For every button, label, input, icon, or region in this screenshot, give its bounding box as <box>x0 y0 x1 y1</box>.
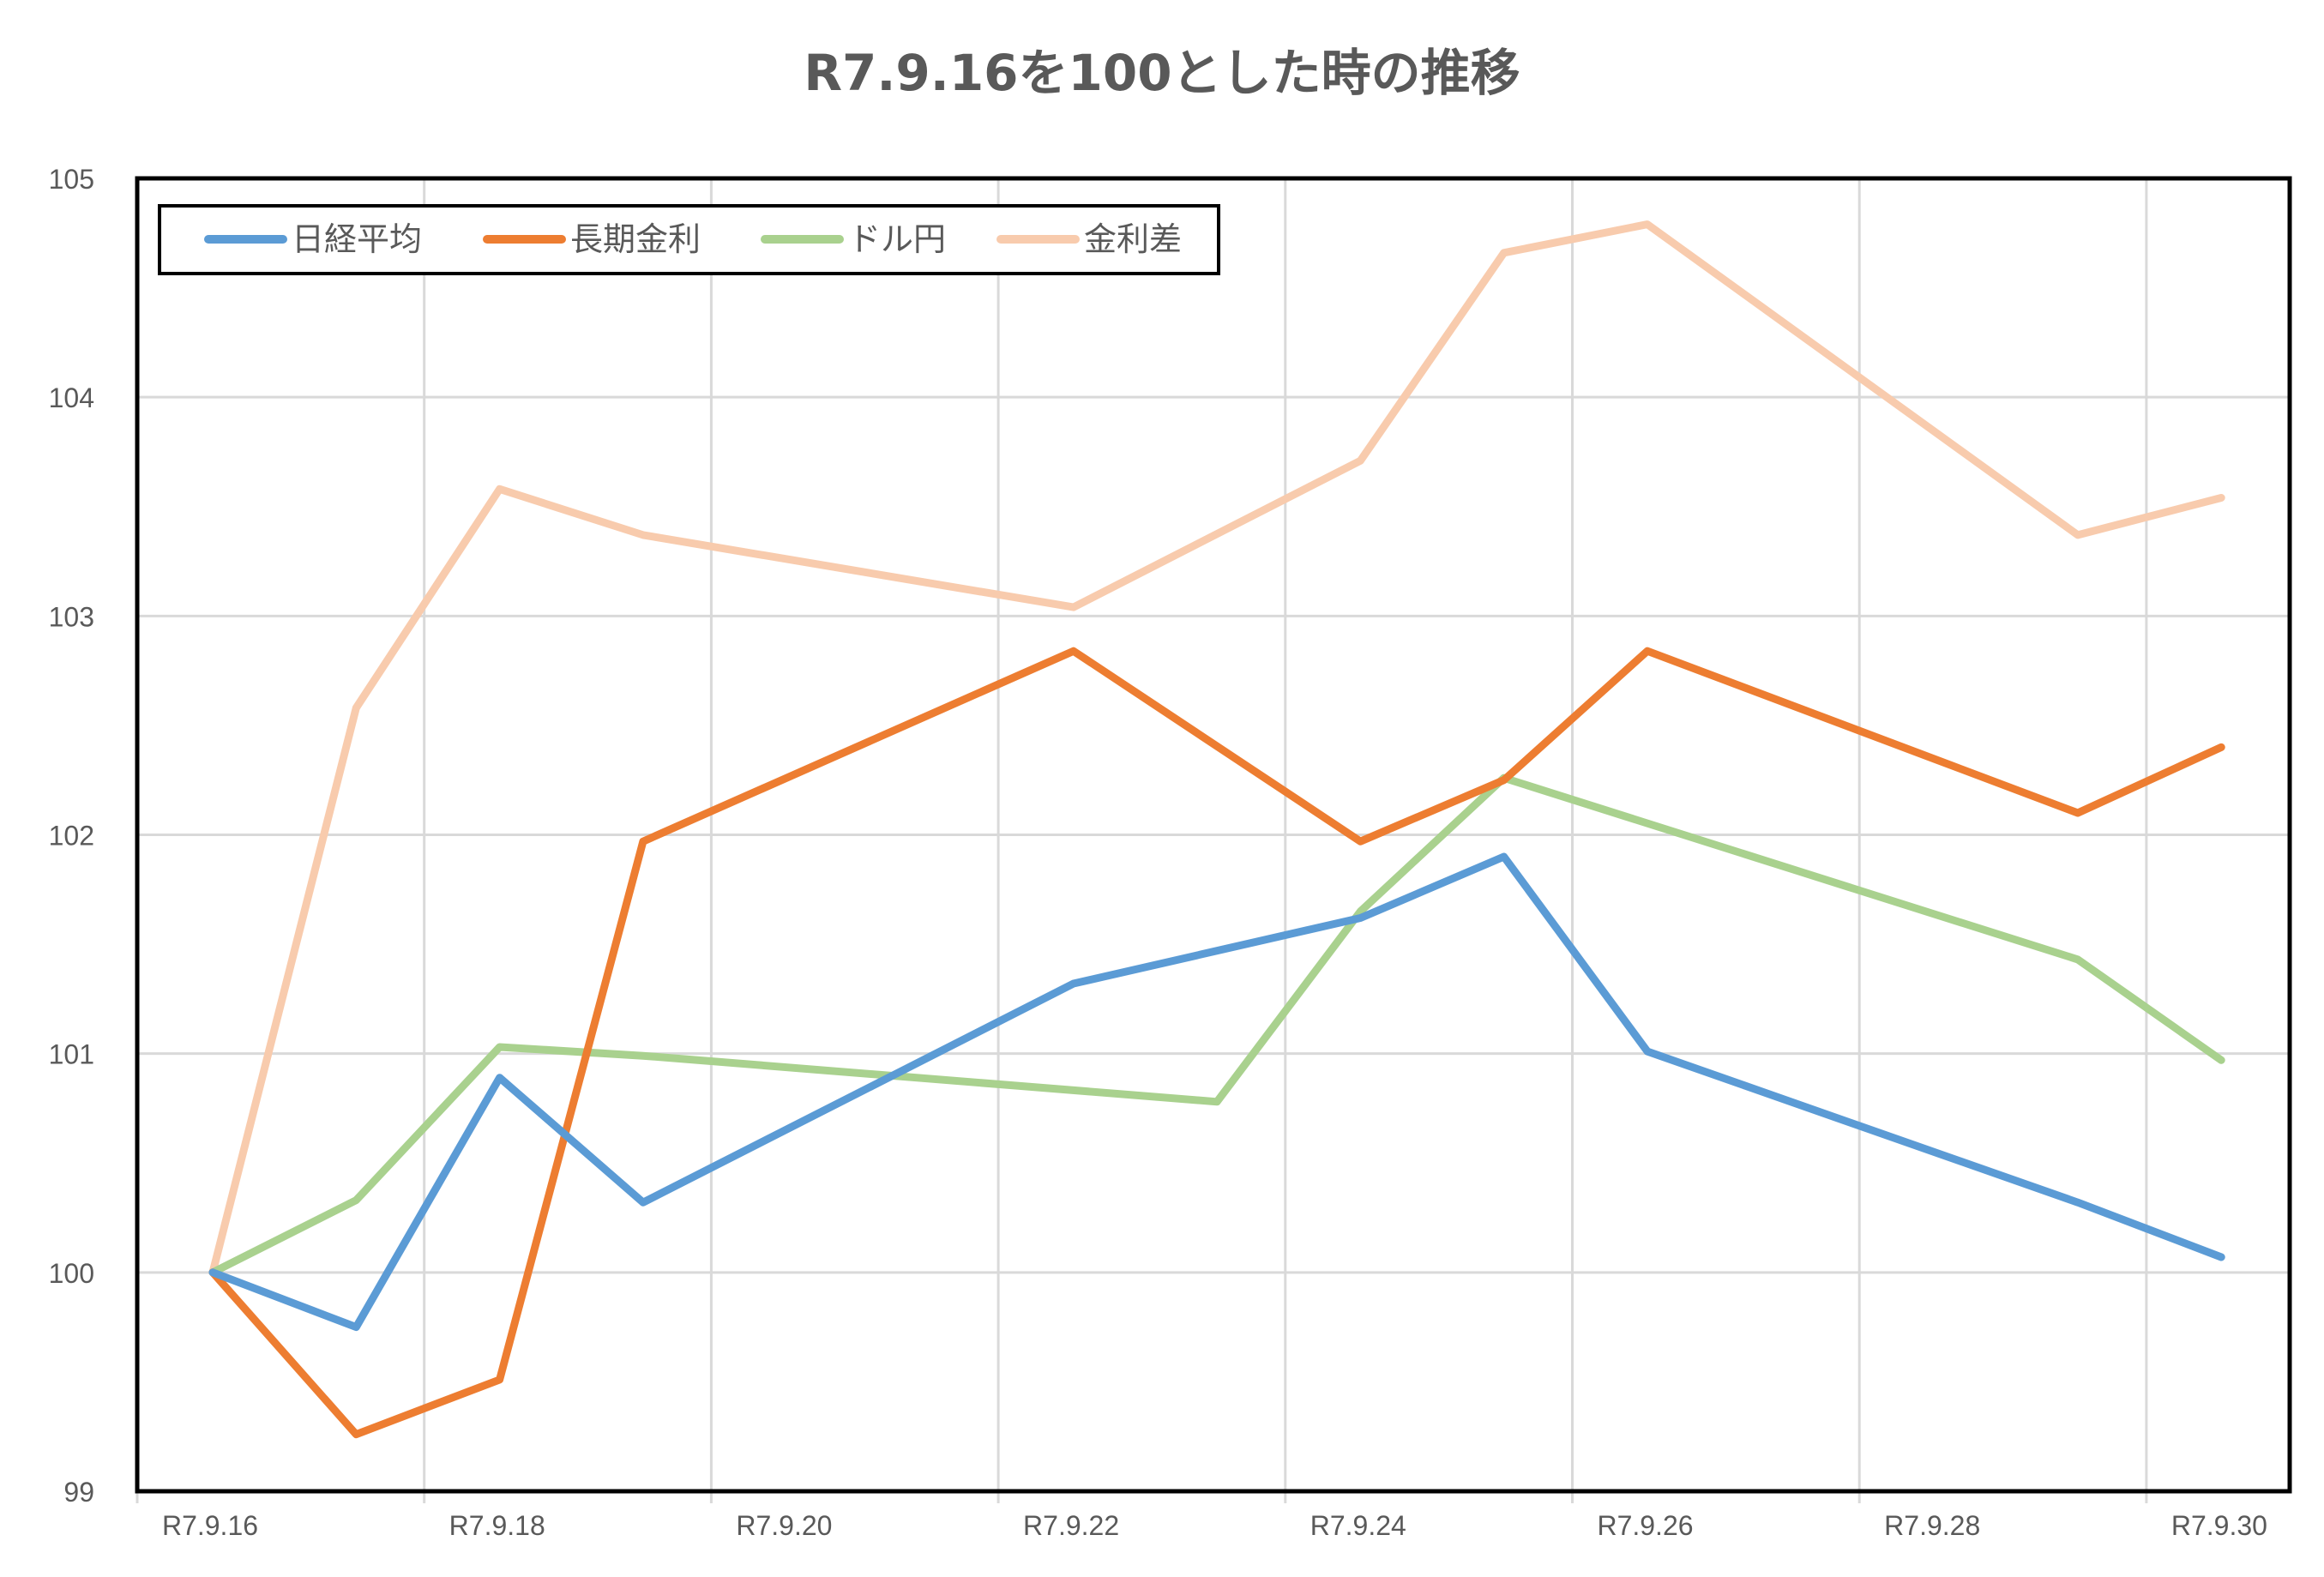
y-tick-label: 105 <box>49 164 94 195</box>
series-lines <box>208 220 2225 1439</box>
series-line-長期金利 <box>208 647 2225 1439</box>
x-axis-ticks: R7.9.16 R7.9.18 R7.9.20 R7.9.22 R7.9.24 R7.9.… <box>162 1510 2267 1541</box>
x-tick-label: R7.9.20 <box>736 1510 832 1541</box>
y-tick-label: 99 <box>63 1477 94 1508</box>
series-line-日経平均 <box>208 852 2225 1332</box>
series-line-金利差 <box>208 220 2225 1277</box>
x-tick-label: R7.9.18 <box>449 1510 545 1541</box>
legend: 日経平均 長期金利 ドル円 金利差 <box>158 204 1220 275</box>
y-axis-ticks: 99 100 101 102 103 104 105 <box>49 164 94 1508</box>
legend-item-usdjpy: ドル円 <box>761 220 946 258</box>
plot-area-border <box>135 176 2292 1494</box>
legend-label: 長期金利 <box>570 220 701 258</box>
x-tick-label: R7.9.30 <box>2171 1510 2267 1541</box>
x-tick-label: R7.9.28 <box>1884 1510 1980 1541</box>
y-tick-label: 104 <box>49 382 94 413</box>
legend-label: 金利差 <box>1084 220 1182 258</box>
y-tick-label: 102 <box>49 821 94 852</box>
x-tick-label: R7.9.16 <box>162 1510 258 1541</box>
x-tick-label: R7.9.24 <box>1310 1510 1406 1541</box>
x-tick-label: R7.9.26 <box>1597 1510 1693 1541</box>
gridlines <box>135 178 2290 1503</box>
legend-item-long-rate: 長期金利 <box>483 220 701 258</box>
legend-label: ドル円 <box>848 220 946 258</box>
legend-item-nikkei: 日経平均 <box>204 220 422 258</box>
chart-title: R7.9.16を100とした時の推移 <box>804 44 1520 102</box>
x-tick-label: R7.9.22 <box>1023 1510 1119 1541</box>
legend-item-rate-spread: 金利差 <box>996 220 1182 258</box>
legend-label: 日経平均 <box>292 220 422 258</box>
series-line-ドル円 <box>208 773 2225 1277</box>
y-tick-label: 101 <box>49 1039 94 1070</box>
y-tick-label: 103 <box>49 601 94 632</box>
y-tick-label: 100 <box>49 1258 94 1289</box>
